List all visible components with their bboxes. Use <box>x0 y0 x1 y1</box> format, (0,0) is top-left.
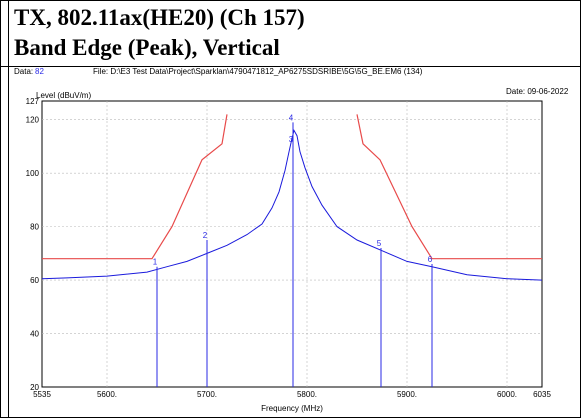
y-tick-label: 80 <box>30 223 39 232</box>
y-tick-label: 100 <box>26 169 40 178</box>
title-line-2: Band Edge (Peak), Vertical <box>14 35 280 60</box>
x-tick-label: 5900. <box>397 390 417 399</box>
limit-line-left <box>42 114 228 260</box>
axis-ticks: 20 40 60 80 100 120 127 5535 5600. 5700. 5800. 5900… <box>26 97 552 399</box>
marker-4-label: 4 <box>289 113 294 122</box>
x-tick-label: 5700. <box>197 390 217 399</box>
title-divider <box>0 66 581 67</box>
x-tick-label: 5535 <box>33 390 51 399</box>
grid <box>42 101 542 387</box>
x-tick-label: 5600. <box>97 390 117 399</box>
marker-1-label: 1 <box>153 258 158 267</box>
title-line-1: TX, 802.11ax(HE20) (Ch 157) <box>14 5 305 30</box>
y-tick-label: 60 <box>30 276 39 285</box>
limit-line-right <box>356 114 542 260</box>
x-tick-label: 6035 <box>533 390 551 399</box>
markers-group: 1 2 3 4 5 6 <box>153 113 433 387</box>
marker-5-label: 5 <box>377 239 382 248</box>
y-tick-label: 40 <box>30 330 39 339</box>
measurement-trace <box>41 129 543 281</box>
plot-area <box>41 100 543 388</box>
x-tick-label: 6000. <box>497 390 517 399</box>
top-border <box>0 0 581 1</box>
left-border <box>8 0 9 418</box>
x-tick-label: 5800. <box>297 390 317 399</box>
y-tick-label: 127 <box>26 97 40 106</box>
marker-2-label: 2 <box>203 231 208 240</box>
y-tick-label: 20 <box>30 383 39 392</box>
y-tick-label: 120 <box>26 116 40 125</box>
marker-6-label: 6 <box>428 255 433 264</box>
x-axis-label: Frequency (MHz) <box>261 404 323 413</box>
file-path: File: D:\E3 Test Data\Project\Sparklan\4… <box>93 67 423 76</box>
data-label: Data: <box>14 67 33 76</box>
series-group <box>41 114 543 281</box>
y-axis-label: Level (dBuV/m) <box>36 91 91 100</box>
marker-3-label: 3 <box>289 135 294 144</box>
date-text: Date: 09-06-2022 <box>506 87 569 96</box>
data-value: 82 <box>35 67 44 76</box>
